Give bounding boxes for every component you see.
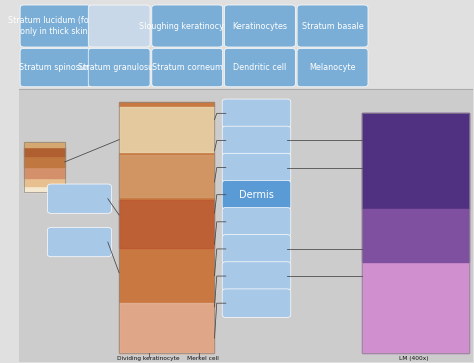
Bar [24,186,64,192]
Text: Stratum basale: Stratum basale [301,21,364,30]
Text: Dermis: Dermis [239,190,274,200]
Bar [119,102,215,353]
FancyBboxPatch shape [222,289,291,318]
Text: LM (400x): LM (400x) [400,356,429,361]
Bar [362,113,469,353]
Bar [24,142,64,192]
FancyBboxPatch shape [297,5,368,47]
Bar [362,113,469,209]
Text: Sloughing keratinocytes: Sloughing keratinocytes [139,21,236,30]
Bar [24,178,64,186]
Text: Stratum granulosum: Stratum granulosum [78,63,161,72]
Bar [19,89,474,362]
FancyBboxPatch shape [222,208,291,236]
FancyBboxPatch shape [297,48,368,87]
Bar [362,113,469,353]
FancyBboxPatch shape [222,126,291,155]
Text: Stratum spinosum: Stratum spinosum [18,63,92,72]
Text: Melanocyte: Melanocyte [310,63,356,72]
Bar [119,102,215,353]
Bar [362,209,469,262]
Text: Stratum lucidum (found
only in thick skin): Stratum lucidum (found only in thick ski… [8,16,103,36]
FancyBboxPatch shape [47,184,111,213]
Text: Dividing keratinocyte: Dividing keratinocyte [118,356,180,361]
FancyBboxPatch shape [47,228,111,257]
FancyBboxPatch shape [225,5,295,47]
FancyBboxPatch shape [88,5,150,47]
Text: Merkel cell: Merkel cell [187,356,219,361]
Bar [24,167,64,178]
FancyBboxPatch shape [222,262,291,290]
FancyBboxPatch shape [152,5,223,47]
FancyBboxPatch shape [222,180,291,209]
FancyBboxPatch shape [88,48,150,87]
Bar [24,142,64,147]
FancyBboxPatch shape [20,5,91,47]
FancyBboxPatch shape [20,48,91,87]
Bar [119,155,215,197]
FancyBboxPatch shape [222,153,291,182]
Bar [119,200,215,248]
Text: Dendritic cell: Dendritic cell [233,63,286,72]
FancyBboxPatch shape [222,99,291,128]
FancyBboxPatch shape [152,48,223,87]
Bar [119,303,215,353]
Text: Keratinocytes: Keratinocytes [232,21,287,30]
FancyBboxPatch shape [225,48,295,87]
Bar [362,262,469,353]
Bar [24,156,64,167]
Bar [119,107,215,152]
Bar [24,147,64,156]
Text: Stratum corneum: Stratum corneum [152,63,223,72]
FancyBboxPatch shape [222,234,291,263]
